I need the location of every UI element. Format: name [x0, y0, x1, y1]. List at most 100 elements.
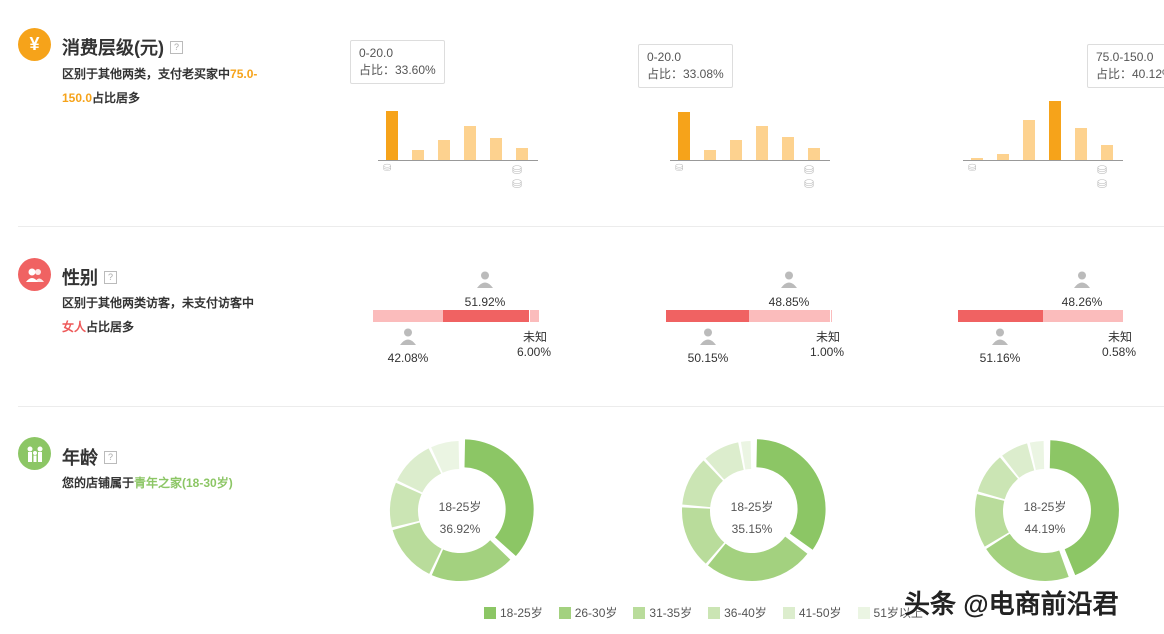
spending-desc-hl1: 75.0- [230, 67, 258, 81]
gender-segment[interactable] [666, 310, 750, 322]
bar[interactable] [1049, 101, 1061, 160]
gender-segment[interactable] [958, 310, 1043, 322]
bar[interactable] [464, 126, 476, 160]
age-desc-hl: 青年之家(18-30岁) [134, 476, 233, 490]
unknown-percent: 6.00% [516, 345, 552, 359]
donut-slice[interactable] [707, 536, 808, 582]
users-svg [25, 268, 44, 282]
female-person-icon [400, 328, 416, 345]
legend-swatch [558, 606, 571, 619]
unknown-label: 未知 [815, 330, 840, 344]
gender-segment[interactable] [749, 310, 831, 322]
age-title: 年龄 ? [62, 444, 117, 470]
tooltip-value: 占比：40.12% [1096, 67, 1164, 81]
legend-item[interactable]: 18-25岁 [484, 604, 543, 621]
bar[interactable] [516, 148, 528, 160]
gender-stacked-bar [666, 310, 832, 322]
gender-segment[interactable] [442, 310, 530, 322]
bar[interactable] [782, 137, 794, 160]
age-legend: 18-25岁 26-30岁 31-35岁 36-40岁 41-50岁 51岁以上 [484, 604, 923, 621]
gender-segment[interactable] [1042, 310, 1123, 322]
female-person-icon [992, 328, 1008, 345]
donut-slice[interactable] [1029, 441, 1045, 471]
legend-swatch [484, 606, 496, 619]
bar[interactable] [386, 111, 398, 160]
tooltip-value: 占比：33.60% [359, 63, 436, 77]
gender-desc: 区别于其他两类访客，未支付访客中 女人占比居多 [62, 291, 292, 339]
bar[interactable] [971, 158, 983, 160]
tooltip-value: 占比：33.08% [647, 67, 724, 81]
legend-item[interactable]: 41-50岁 [782, 604, 842, 621]
bar[interactable] [438, 140, 450, 160]
bar[interactable] [704, 150, 716, 160]
gender-segment[interactable] [1123, 310, 1124, 322]
gender-desc-line1: 区别于其他两类访客，未支付访客中 [62, 296, 255, 310]
family-svg [27, 446, 42, 462]
donut-slice[interactable] [974, 494, 1009, 547]
spending-title: 消费层级(元) ? [62, 34, 183, 60]
gender-segment[interactable] [373, 310, 443, 322]
donut-slice[interactable] [756, 439, 826, 550]
bar[interactable] [678, 112, 690, 160]
legend-swatch [782, 606, 795, 619]
bar[interactable] [808, 148, 820, 160]
donut-slice[interactable] [390, 482, 422, 528]
donut-slice[interactable] [682, 507, 725, 564]
legend-swatch [633, 606, 646, 619]
bar[interactable] [756, 126, 768, 160]
x-axis-line [378, 160, 538, 161]
legend-label: 41-50岁 [798, 606, 842, 620]
coin-stack-icon: ⛁⛁ [804, 163, 815, 191]
age-desc-pre: 您的店铺属于 [62, 476, 135, 490]
donut-slice[interactable] [740, 441, 752, 470]
gender-desc-post: 占比居多 [86, 320, 135, 334]
donut-slice[interactable] [986, 533, 1069, 581]
bar[interactable] [997, 154, 1009, 160]
bar[interactable] [730, 140, 742, 160]
donut-slice[interactable] [1002, 443, 1035, 478]
donut-slice[interactable] [431, 441, 460, 473]
legend-item[interactable]: 36-40岁 [708, 604, 767, 621]
divider [18, 406, 1164, 407]
x-axis-line [670, 160, 830, 161]
bar[interactable] [1101, 145, 1113, 160]
spending-desc: 区别于其他两类，支付老买家中75.0- 150.0占比居多 [62, 62, 272, 110]
divider [18, 226, 1164, 227]
donut-slice[interactable] [1049, 440, 1119, 576]
spending-desc-pre: 区别于其他两类，支付老买家中 [62, 67, 231, 81]
donut-slice[interactable] [397, 448, 442, 493]
donut-slice[interactable] [682, 460, 723, 508]
legend-item[interactable]: 51岁以上 [857, 604, 923, 621]
coin-stack-icon: ⛁⛁ [512, 163, 523, 191]
donut-slice[interactable] [705, 442, 744, 480]
help-icon[interactable]: ? [170, 40, 183, 54]
donut-slice[interactable] [977, 457, 1018, 500]
donut-slice[interactable] [392, 522, 442, 574]
bottom-percent: 42.08% [387, 351, 429, 365]
gender-desc-hl: 女人 [62, 320, 87, 334]
spending-title-text: 消费层级(元) [62, 38, 164, 58]
family-icon [18, 437, 51, 470]
coin-stack-icon: ⛁⛁ [1097, 163, 1108, 191]
spending-desc-hl2: 150.0 [62, 91, 93, 105]
legend-item[interactable]: 26-30岁 [558, 604, 618, 621]
tooltip-label: 0-20.0 [359, 46, 394, 60]
gender-segment[interactable] [830, 310, 832, 322]
bar[interactable] [412, 150, 424, 160]
bar[interactable] [490, 138, 502, 160]
legend-label: 26-30岁 [574, 606, 618, 620]
bar[interactable] [1023, 120, 1035, 160]
donut-slice[interactable] [431, 540, 511, 581]
legend-label: 31-35岁 [649, 606, 693, 620]
help-icon[interactable]: ? [104, 270, 117, 284]
gender-segment[interactable] [529, 310, 539, 322]
help-icon[interactable]: ? [104, 450, 117, 464]
donut-center-label: 18-25岁 [730, 500, 774, 514]
donut-slice[interactable] [464, 439, 534, 557]
coin-small-icon: ⛁ [675, 163, 684, 174]
bottom-percent: 51.16% [979, 351, 1021, 365]
legend-item[interactable]: 31-35岁 [633, 604, 692, 621]
bar[interactable] [1075, 128, 1087, 160]
